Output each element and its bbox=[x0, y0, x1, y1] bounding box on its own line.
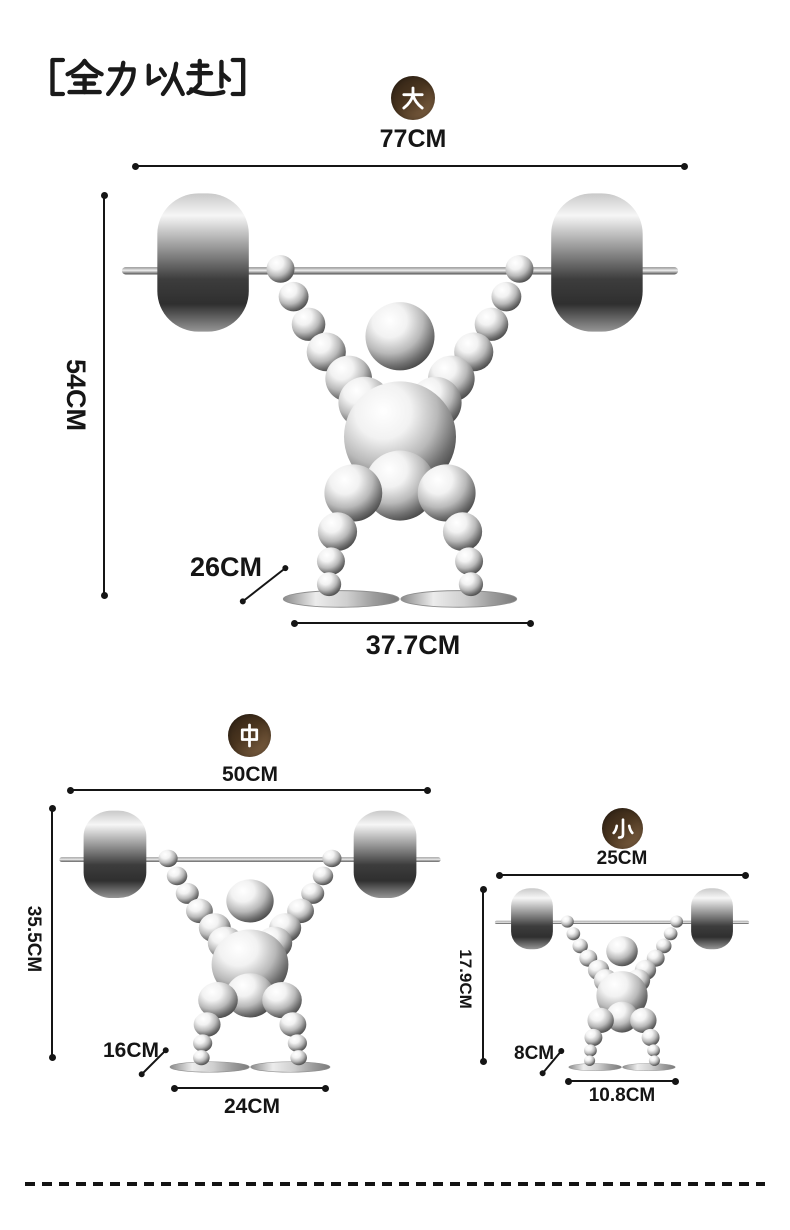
width-label-large: 77CM bbox=[379, 125, 447, 153]
glyph-xiao-icon bbox=[611, 817, 634, 839]
height-label-large: 54CM bbox=[61, 358, 91, 432]
glyph-da-icon bbox=[402, 86, 424, 110]
base-width-label-small: 10.8CM bbox=[588, 1085, 656, 1106]
width-label-medium: 50CM bbox=[221, 763, 279, 786]
base-dimension-line-large bbox=[291, 619, 534, 627]
page-title bbox=[50, 57, 246, 97]
size-badge-small-icon bbox=[602, 808, 643, 849]
width-label-small: 25CM bbox=[596, 848, 648, 869]
product-photo-medium bbox=[58, 810, 442, 1073]
depth-label-medium: 16CM bbox=[103, 1039, 160, 1062]
height-dimension-line-large bbox=[100, 192, 108, 599]
depth-label-large: 26CM bbox=[190, 552, 263, 582]
size-badge-large-icon bbox=[391, 76, 435, 120]
height-dimension-line-small bbox=[479, 886, 487, 1065]
glyph-zhong-icon bbox=[240, 723, 259, 748]
depth-label-small: 8CM bbox=[514, 1043, 555, 1064]
product-photo-large bbox=[121, 192, 679, 608]
base-dimension-line-medium bbox=[171, 1084, 329, 1092]
width-dimension-line-medium bbox=[67, 786, 431, 794]
width-dimension-line-small bbox=[496, 871, 749, 879]
height-label-medium: 35.5CM bbox=[23, 905, 44, 973]
width-dimension-line-large bbox=[132, 162, 688, 170]
base-width-label-large: 37.7CM bbox=[365, 630, 461, 660]
dashed-divider bbox=[25, 1182, 765, 1186]
height-dimension-line-medium bbox=[48, 805, 56, 1061]
base-dimension-line-small bbox=[565, 1077, 679, 1085]
height-label-small: 17.9CM bbox=[456, 949, 475, 1009]
base-width-label-medium: 24CM bbox=[223, 1095, 281, 1118]
size-badge-medium-icon bbox=[228, 714, 271, 757]
